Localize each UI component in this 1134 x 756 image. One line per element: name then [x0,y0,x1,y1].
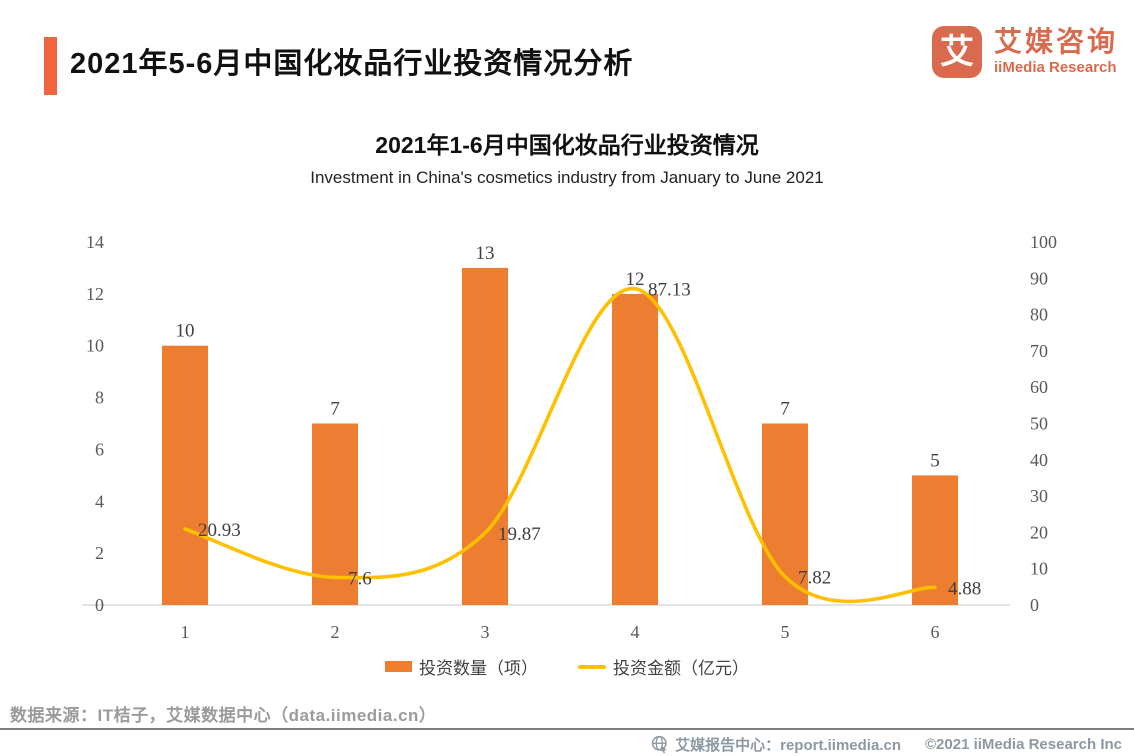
data-source-note: 数据来源：IT桔子，艾媒数据中心（data.iimedia.cn） [10,706,437,725]
right-axis-tick: 40 [1030,450,1048,470]
bar-series-swatch [385,661,412,672]
line-value-label: 4.88 [948,578,981,599]
chart-subtitle: Investment in China's cosmetics industry… [310,168,824,187]
right-axis-tick: 10 [1030,559,1048,579]
chart-title: 2021年1-6月中国化妆品行业投资情况 [375,132,759,158]
copyright-text: ©2021 iiMedia Research Inc [925,735,1122,753]
left-axis-tick: 14 [86,232,104,252]
right-axis-tick: 30 [1030,486,1048,506]
bar [912,475,958,605]
logo-text: 艾媒咨询 iiMedia Research [994,27,1118,76]
legend-item-bar-series: 投资数量（项） [385,654,538,679]
bar-value-label: 5 [930,450,940,471]
bar [612,293,658,605]
bar-value-label: 7 [780,399,790,420]
right-axis-tick: 70 [1030,341,1048,361]
line-series-label: 投资金额（亿元） [613,659,749,678]
footer: 艾媒报告中心：report.iimedia.cn ©2021 iiMedia R… [651,733,1122,755]
x-axis-label: 2 [331,622,340,642]
right-axis-tick: 20 [1030,522,1048,542]
header: 2021年5-6月中国化妆品行业投资情况分析 艾 艾媒咨询 iiMedia Re… [0,0,1134,110]
legend-item-line-series: 投资金额（亿元） [578,654,749,679]
line-value-label: 7.82 [798,568,831,589]
x-axis-label: 4 [631,622,640,642]
iimedia-logo: 艾 艾媒咨询 iiMedia Research [931,26,1118,78]
globe-icon [651,735,667,753]
right-axis-tick: 60 [1030,377,1048,397]
line-value-label: 20.93 [198,520,241,541]
bar-series-label: 投资数量（项） [419,659,538,678]
bar-value-label: 12 [626,269,645,290]
line-value-label: 19.87 [498,524,541,545]
line-series-swatch [578,664,606,669]
x-axis-label: 3 [481,622,490,642]
iimedia-logo-icon: 艾 [931,26,982,78]
x-axis-label: 1 [181,622,190,642]
right-axis-tick: 50 [1030,414,1048,434]
line-value-label: 87.13 [648,280,691,301]
logo-name-en: iiMedia Research [993,59,1117,77]
left-axis-tick: 6 [95,439,104,459]
left-axis-tick: 8 [95,388,104,408]
x-axis-label: 6 [931,622,940,642]
title-accent-bar [44,37,57,95]
bar [162,345,208,605]
left-axis-tick: 2 [95,543,104,563]
right-axis-tick: 80 [1030,305,1048,325]
right-axis-tick: 90 [1030,268,1048,288]
bar-value-label: 7 [330,399,340,420]
bar-value-label: 13 [476,243,495,264]
line-value-label: 7.6 [348,568,372,589]
line-series-path [183,286,937,604]
logo-name-cn: 艾媒咨询 [993,26,1118,58]
left-axis-tick: 4 [95,491,104,511]
left-axis-tick: 0 [95,595,104,615]
footer-divider [0,728,1134,730]
x-axis-label: 5 [781,622,790,642]
left-axis-tick: 10 [86,336,104,356]
right-axis-tick: 0 [1030,595,1039,615]
bar-value-label: 10 [176,321,195,342]
report-center-link: 艾媒报告中心：report.iimedia.cn [675,736,901,754]
page-title: 2021年5-6月中国化妆品行业投资情况分析 [70,48,634,80]
chart-legend: 投资数量（项） 投资金额（亿元） [0,654,1134,679]
left-axis-tick: 12 [86,284,104,304]
right-axis-tick: 100 [1030,232,1057,252]
bar [462,267,508,605]
